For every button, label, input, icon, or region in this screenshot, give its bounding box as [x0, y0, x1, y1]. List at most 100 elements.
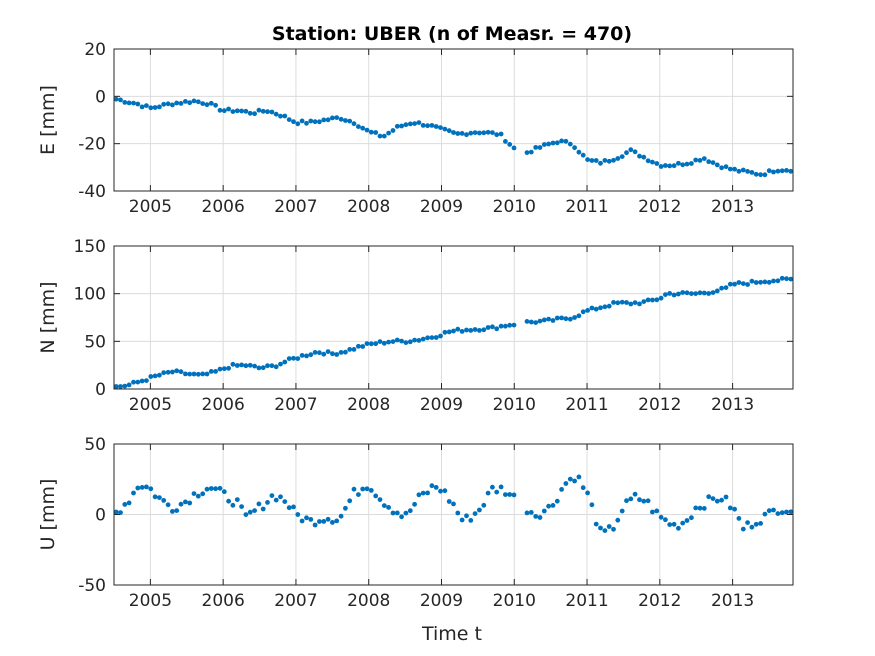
data-point: [356, 492, 361, 497]
data-point: [503, 323, 508, 329]
data-point: [183, 371, 188, 377]
data-point: [554, 498, 560, 504]
data-point: [671, 521, 677, 527]
data-point: [498, 484, 504, 490]
data-point: [217, 366, 223, 372]
data-point: [178, 101, 184, 106]
data-point: [576, 149, 582, 155]
y-axis-label-N: N [mm]: [37, 281, 59, 353]
data-point: [667, 291, 673, 296]
data-point: [714, 288, 720, 294]
data-point: [689, 515, 694, 521]
data-point: [295, 356, 301, 361]
data-point: [278, 361, 283, 367]
x-tick-label: 2006: [202, 395, 245, 415]
data-point: [425, 490, 430, 496]
x-tick-label: 2011: [565, 395, 608, 415]
data-point: [304, 515, 309, 521]
data-point: [671, 292, 677, 298]
data-point: [693, 505, 699, 511]
data-point: [187, 500, 193, 506]
data-point: [464, 513, 469, 519]
data-point: [252, 363, 257, 369]
data-point: [524, 319, 530, 324]
data-point: [347, 118, 353, 124]
data-point: [330, 520, 335, 525]
data-point: [403, 510, 409, 516]
axes-frame: [113, 48, 794, 192]
data-point: [507, 322, 513, 328]
data-point: [598, 160, 603, 166]
data-point: [438, 125, 443, 130]
data-point: [394, 337, 400, 343]
data-point: [637, 497, 642, 503]
data-point: [247, 509, 253, 515]
data-point: [676, 160, 681, 166]
data-point: [204, 371, 210, 377]
data-point: [645, 498, 651, 504]
data-point: [736, 280, 742, 285]
data-point: [135, 101, 141, 107]
y-tick-label: -40: [78, 182, 106, 202]
data-point: [732, 281, 737, 287]
data-point: [719, 165, 724, 171]
data-point: [459, 131, 465, 136]
data-point: [490, 130, 495, 136]
y-tick-label: 50: [84, 435, 106, 455]
data-point: [490, 484, 495, 490]
data-point: [528, 319, 534, 325]
data-point: [321, 117, 327, 123]
data-point: [174, 368, 180, 374]
data-point: [624, 300, 629, 305]
data-point: [472, 327, 478, 332]
data-point: [576, 313, 582, 319]
data-point: [546, 316, 551, 322]
data-point: [195, 371, 201, 377]
y-tick-label: -50: [78, 576, 106, 596]
data-point: [334, 518, 340, 524]
data-point: [667, 163, 673, 169]
data-point: [256, 501, 262, 507]
data-point: [338, 513, 344, 519]
data-point: [485, 490, 491, 496]
data-point: [221, 489, 227, 495]
data-point: [239, 108, 245, 114]
data-point: [598, 305, 603, 311]
data-point: [269, 363, 275, 369]
x-tick-label: 2011: [565, 591, 608, 611]
data-point: [641, 498, 647, 504]
data-point: [684, 161, 690, 167]
data-point: [299, 353, 305, 358]
data-point: [343, 118, 348, 123]
data-point: [589, 305, 595, 311]
data-point: [122, 383, 128, 389]
data-point: [680, 162, 686, 168]
data-point: [624, 498, 629, 504]
data-point: [399, 514, 404, 520]
data-point: [753, 280, 759, 285]
data-point: [260, 506, 266, 512]
data-point: [330, 351, 335, 357]
data-point: [139, 485, 145, 490]
data-point: [671, 163, 677, 169]
data-point: [338, 350, 344, 355]
data-point: [368, 129, 374, 135]
data-point: [407, 508, 413, 514]
data-point: [749, 524, 755, 530]
data-point: [788, 276, 794, 282]
data-point: [459, 329, 465, 334]
data-point: [701, 156, 707, 162]
y-tick-label: 0: [95, 87, 106, 107]
x-tick-label: 2006: [202, 197, 245, 217]
x-tick-label: 2009: [420, 395, 463, 415]
data-point: [226, 365, 232, 371]
data-point: [749, 170, 755, 175]
data-point: [126, 500, 132, 506]
data-point: [200, 371, 206, 377]
x-tick-label: 2008: [347, 395, 390, 415]
data-point: [455, 326, 461, 332]
data-point: [710, 160, 716, 166]
data-point: [433, 485, 439, 490]
data-point: [191, 371, 197, 377]
